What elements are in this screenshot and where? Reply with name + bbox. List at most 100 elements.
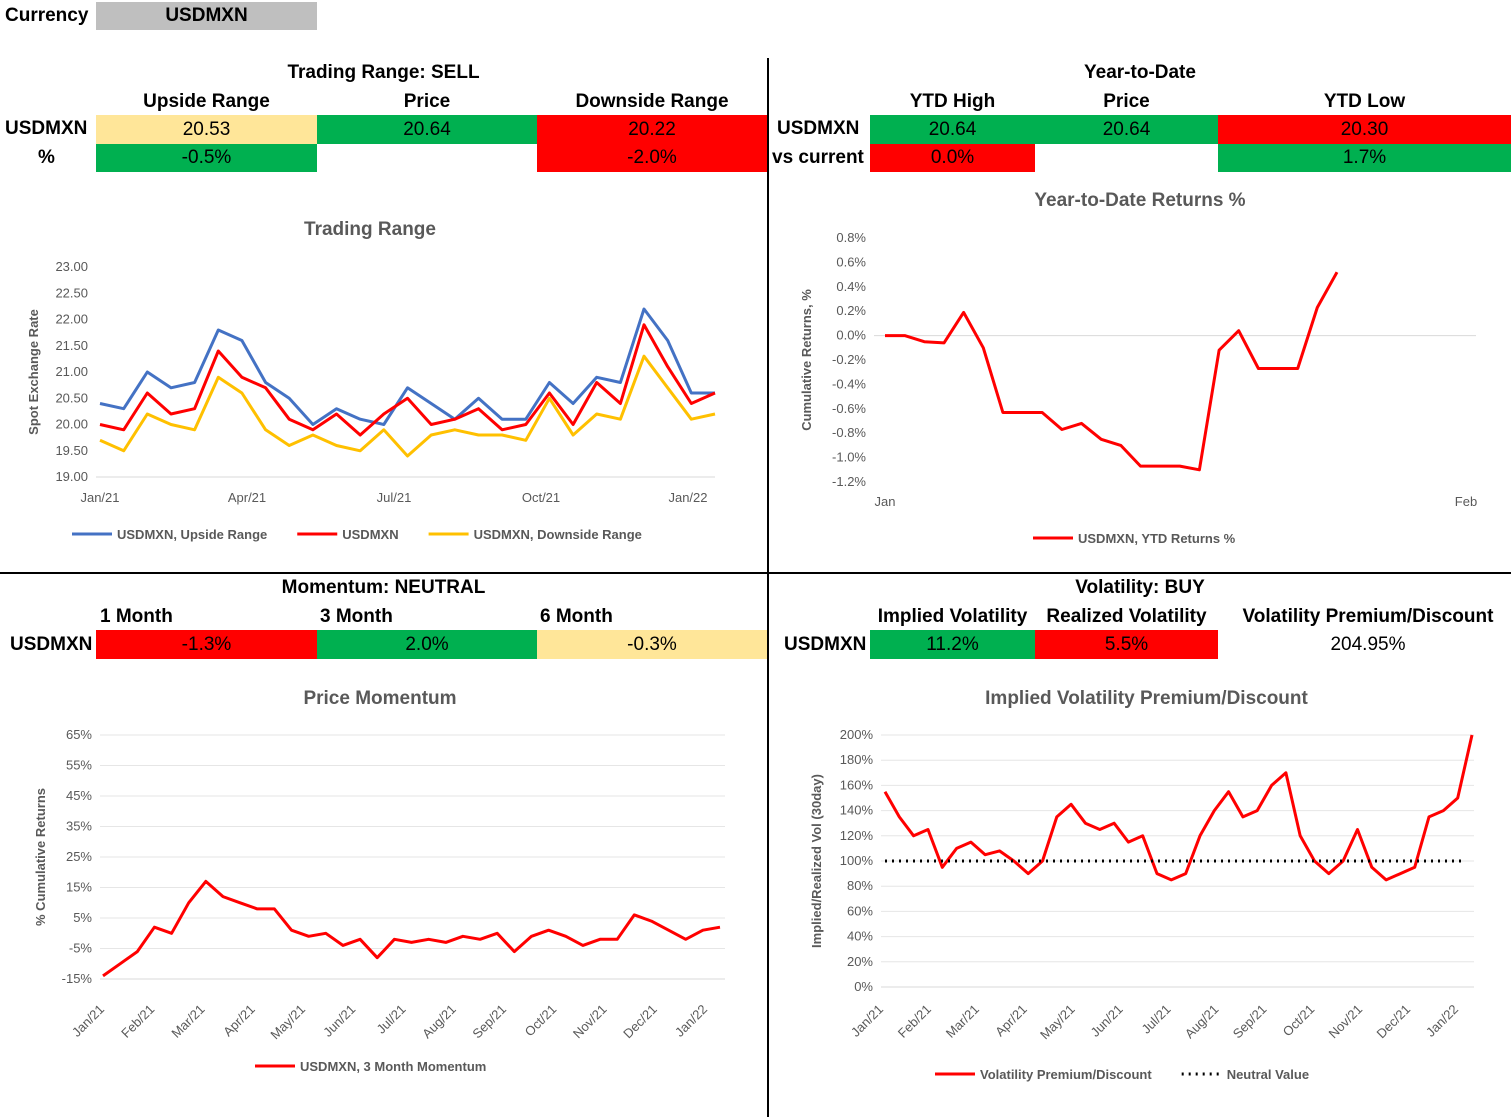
legend-label-2: USDMXN, Downside Range <box>474 527 642 542</box>
y-tick-label: -15% <box>62 971 93 986</box>
y-tick-label: 22.00 <box>55 312 88 327</box>
x-tick-label: Jul/21 <box>377 490 412 505</box>
x-tick-label: Apr/21 <box>228 490 266 505</box>
y-tick-label: 55% <box>66 758 92 773</box>
price-momentum-chart: -15% -5% 5% 15% 25% 35% 45% 55% 65% Jan/21 Feb/21 M… <box>33 727 725 1074</box>
y-tick-label: 40% <box>847 929 873 944</box>
mom-1m-value: -1.3% <box>96 630 317 659</box>
ytd-high-value: 20.64 <box>870 115 1035 144</box>
x-tick-label: Jun/21 <box>320 1002 358 1040</box>
y-tick-label: 21.00 <box>55 364 88 379</box>
y-tick-label: 80% <box>847 878 873 893</box>
y-tick-label: 19.50 <box>55 443 88 458</box>
series-line-0 <box>102 879 721 978</box>
chart-title-ytd: Year-to-Date Returns % <box>1034 190 1246 211</box>
legend-label-0: USDMXN, Upside Range <box>117 527 267 542</box>
tr-col-downside: Downside Range <box>575 91 729 112</box>
x-tick-label: May/21 <box>1037 1002 1078 1043</box>
tr-row1-label: USDMXN <box>5 118 88 139</box>
y-tick-label: 45% <box>66 788 92 803</box>
momentum-title: Momentum: NEUTRAL <box>281 577 486 598</box>
x-tick-label: Feb/21 <box>118 1002 157 1041</box>
trading-range-title: Trading Range: SELL <box>287 62 480 83</box>
ytd-returns-chart: -1.2% -1.0% -0.8% -0.6% -0.4% -0.2% 0.0% 0.2% 0.… <box>799 230 1477 546</box>
mom-row-label: USDMXN <box>10 634 93 655</box>
y-axis-label: Spot Exchange Rate <box>26 309 41 435</box>
vol-premium-value: 204.95% <box>1330 633 1406 655</box>
legend-label-0: USDMXN, YTD Returns % <box>1078 531 1236 546</box>
y-axis-label: Cumulative Returns, % <box>799 289 814 431</box>
y-tick-label: 35% <box>66 819 92 834</box>
y-tick-label: 160% <box>840 777 874 792</box>
tr-downside-pct: -2.0% <box>537 144 767 172</box>
vol-col-realized: Realized Volatility <box>1046 606 1207 627</box>
ytd-high-pct: 0.0% <box>870 144 1035 172</box>
x-tick-label: Jan/21 <box>69 1002 107 1040</box>
y-tick-label: 15% <box>66 880 92 895</box>
y-tick-label: 100% <box>840 853 874 868</box>
x-tick-label: Dec/21 <box>1373 1002 1413 1042</box>
y-tick-label: -1.0% <box>832 450 866 465</box>
y-tick-label: 0.8% <box>836 230 866 245</box>
y-tick-label: 21.50 <box>55 338 88 353</box>
x-tick-label: Jul/21 <box>373 1002 408 1037</box>
x-tick-label: Feb/21 <box>895 1002 934 1041</box>
x-tick-label: Dec/21 <box>620 1002 660 1042</box>
x-tick-label: Aug/21 <box>1182 1002 1222 1042</box>
y-tick-label: 23.00 <box>55 259 88 274</box>
y-tick-label: 60% <box>847 903 873 918</box>
x-tick-label: Jan/21 <box>80 490 119 505</box>
x-tick-label: Sep/21 <box>469 1002 509 1042</box>
ytd-price-value: 20.64 <box>1035 115 1218 144</box>
trading-range-chart: 19.00 19.50 20.00 20.50 21.00 21.50 22.00 22.50… <box>26 259 716 542</box>
x-tick-label: Jun/21 <box>1087 1002 1125 1040</box>
x-tick-label: Oct/21 <box>522 1002 560 1040</box>
y-tick-label: 65% <box>66 727 92 742</box>
ytd-col-price: Price <box>1103 91 1150 112</box>
y-axis-label: Implied/Realized Vol (30day) <box>809 774 824 948</box>
x-tick-label: Jan/21 <box>848 1002 886 1040</box>
mom-6m-value: -0.3% <box>537 630 767 659</box>
x-tick-label: Apr/21 <box>220 1002 258 1040</box>
series-line-2 <box>99 354 716 458</box>
y-tick-label: 25% <box>66 849 92 864</box>
y-tick-label: 200% <box>840 727 874 742</box>
currency-select[interactable]: USDMXN <box>96 2 317 30</box>
y-tick-label: 0.6% <box>836 254 866 269</box>
tr-row2-label: % <box>38 147 55 168</box>
x-tick-label: Nov/21 <box>1326 1002 1366 1042</box>
x-tick-label: Oct/21 <box>522 490 560 505</box>
y-tick-label: 20.00 <box>55 417 88 432</box>
x-tick-label: Jan/22 <box>1423 1002 1461 1040</box>
chart-title-trading-range: Trading Range <box>304 219 436 240</box>
y-tick-label: -5% <box>69 941 93 956</box>
ytd-low-value: 20.30 <box>1218 115 1511 144</box>
tr-col-price: Price <box>403 91 451 112</box>
vol-row-label: USDMXN <box>784 634 867 655</box>
vol-implied-value: 11.2% <box>870 630 1035 659</box>
y-tick-label: -0.6% <box>832 401 866 416</box>
x-tick-label: Jan/22 <box>672 1002 710 1040</box>
x-tick-label: May/21 <box>267 1002 308 1043</box>
horizontal-divider <box>0 572 1511 574</box>
x-tick-label: Mar/21 <box>943 1002 982 1041</box>
tr-downside-value: 20.22 <box>537 115 767 144</box>
ytd-row2-label: vs current <box>772 147 864 168</box>
ytd-col-low: YTD Low <box>1323 91 1406 112</box>
mom-col-6m: 6 Month <box>540 606 613 627</box>
iv-premium-chart: 0% 20% 40% 60% 80% 100% 120% 140% 160% 180% 200% Ja… <box>809 727 1474 1082</box>
y-tick-label: -1.2% <box>832 474 866 489</box>
x-tick-label: Feb <box>1455 494 1477 509</box>
vol-realized-value: 5.5% <box>1035 630 1218 659</box>
legend-label-0: Volatility Premium/Discount <box>980 1067 1152 1082</box>
ytd-low-pct: 1.7% <box>1218 144 1511 172</box>
y-tick-label: 0.2% <box>836 303 866 318</box>
legend-label-0: USDMXN, 3 Month Momentum <box>300 1059 486 1074</box>
mom-col-3m: 3 Month <box>320 606 393 627</box>
chart-title-iv: Implied Volatility Premium/Discount <box>985 688 1308 709</box>
currency-label: Currency <box>5 5 89 26</box>
y-tick-label: -0.4% <box>832 376 866 391</box>
legend-label-1: USDMXN <box>342 527 398 542</box>
y-tick-label: 22.50 <box>55 285 88 300</box>
mom-col-1m: 1 Month <box>100 606 173 627</box>
